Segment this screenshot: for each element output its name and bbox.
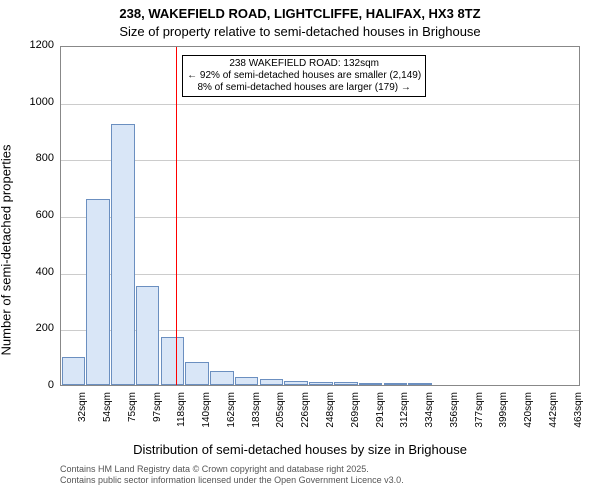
marker-line xyxy=(176,47,177,385)
histogram-bar xyxy=(408,383,432,385)
grid-line xyxy=(61,104,579,105)
y-tick-label: 600 xyxy=(20,209,54,221)
grid-line xyxy=(61,160,579,161)
annotation-box: 238 WAKEFIELD ROAD: 132sqm← 92% of semi-… xyxy=(182,55,426,97)
y-tick-label: 0 xyxy=(20,379,54,391)
x-axis-label: Distribution of semi-detached houses by … xyxy=(0,442,600,457)
histogram-bar xyxy=(86,199,110,385)
annotation-line-3: 8% of semi-detached houses are larger (1… xyxy=(187,82,421,94)
histogram-bar xyxy=(334,382,358,385)
annotation-line-2: ← 92% of semi-detached houses are smalle… xyxy=(187,70,421,82)
y-tick-label: 200 xyxy=(20,322,54,334)
grid-line xyxy=(61,274,579,275)
histogram-bar xyxy=(136,286,160,385)
chart-subtitle: Size of property relative to semi-detach… xyxy=(0,24,600,39)
histogram-bar xyxy=(359,383,383,385)
histogram-bar xyxy=(62,357,86,385)
histogram-bar xyxy=(384,383,408,385)
footer-text: Contains HM Land Registry data © Crown c… xyxy=(60,464,404,486)
chart-title: 238, WAKEFIELD ROAD, LIGHTCLIFFE, HALIFA… xyxy=(0,6,600,21)
histogram-bar xyxy=(284,381,308,385)
grid-line xyxy=(61,217,579,218)
y-tick-label: 800 xyxy=(20,152,54,164)
chart-container: { "title": "238, WAKEFIELD ROAD, LIGHTCL… xyxy=(0,0,600,500)
histogram-bar xyxy=(309,382,333,385)
y-tick-label: 400 xyxy=(20,266,54,278)
annotation-line-1: 238 WAKEFIELD ROAD: 132sqm xyxy=(187,58,421,70)
plot-area: 238 WAKEFIELD ROAD: 132sqm← 92% of semi-… xyxy=(60,46,580,386)
histogram-bar xyxy=(185,362,209,385)
histogram-bar xyxy=(260,379,284,385)
footer-line-2: Contains public sector information licen… xyxy=(60,475,404,486)
y-axis-label: Number of semi-detached properties xyxy=(0,145,14,356)
histogram-bar xyxy=(111,124,135,385)
histogram-bar xyxy=(235,377,259,386)
y-tick-label: 1000 xyxy=(20,96,54,108)
histogram-bar xyxy=(210,371,234,385)
histogram-bar xyxy=(161,337,185,385)
footer-line-1: Contains HM Land Registry data © Crown c… xyxy=(60,464,404,475)
y-tick-label: 1200 xyxy=(20,39,54,51)
